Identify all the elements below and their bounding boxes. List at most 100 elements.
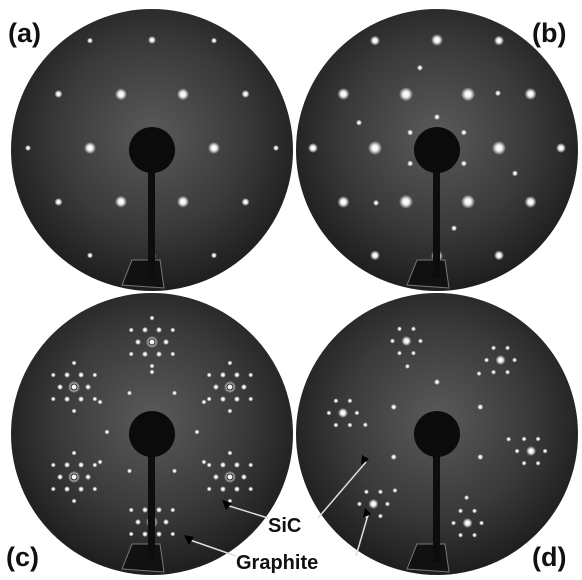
spot xyxy=(364,489,369,494)
spot xyxy=(57,474,63,480)
spot xyxy=(338,408,348,418)
spot xyxy=(68,381,80,393)
spot xyxy=(98,460,103,465)
spot xyxy=(213,474,219,480)
spot xyxy=(170,328,175,333)
spot xyxy=(417,65,423,71)
spot xyxy=(234,462,240,468)
spot xyxy=(407,130,413,136)
spot xyxy=(495,90,501,96)
spot xyxy=(411,351,416,356)
spot xyxy=(491,345,496,350)
spot xyxy=(390,338,395,343)
spot xyxy=(156,327,162,333)
spot xyxy=(472,508,477,513)
spot xyxy=(248,487,253,492)
spot xyxy=(461,87,475,101)
spot xyxy=(506,437,511,442)
spot xyxy=(368,499,378,509)
spot xyxy=(411,326,416,331)
spot xyxy=(451,225,457,231)
panels xyxy=(11,9,578,575)
spot xyxy=(458,508,463,513)
spot xyxy=(434,114,440,120)
spot xyxy=(354,410,359,415)
spot xyxy=(98,400,103,405)
spot xyxy=(472,533,477,538)
spot xyxy=(208,142,220,154)
spot xyxy=(150,364,155,369)
spot xyxy=(127,468,132,473)
spot xyxy=(399,195,413,209)
panel-label: (a) xyxy=(8,18,41,48)
spot xyxy=(248,373,253,378)
spot xyxy=(78,396,84,402)
spot xyxy=(207,463,212,468)
spot xyxy=(85,474,91,480)
spot xyxy=(170,352,175,357)
spot xyxy=(54,90,62,98)
spot xyxy=(370,36,380,46)
spot xyxy=(64,372,70,378)
spot xyxy=(248,463,253,468)
spot xyxy=(207,397,212,402)
spot xyxy=(241,384,247,390)
spot xyxy=(525,88,537,100)
spot xyxy=(25,145,31,151)
spot xyxy=(51,487,56,492)
spot xyxy=(556,143,566,153)
spot xyxy=(57,384,63,390)
spot xyxy=(220,372,226,378)
spot xyxy=(397,326,402,331)
spot xyxy=(451,521,456,526)
spot xyxy=(163,519,169,525)
spot xyxy=(492,141,506,155)
spot xyxy=(135,339,141,345)
spot xyxy=(213,384,219,390)
spot xyxy=(72,361,77,366)
spot xyxy=(170,532,175,537)
spot xyxy=(273,145,279,151)
spot xyxy=(172,468,177,473)
spot xyxy=(220,486,226,492)
spot xyxy=(337,88,349,100)
spot xyxy=(68,471,80,483)
spot xyxy=(78,462,84,468)
leed-pattern xyxy=(11,9,293,291)
spot xyxy=(92,487,97,492)
panel-label: (c) xyxy=(6,542,39,572)
spot xyxy=(72,451,77,456)
spot xyxy=(224,471,236,483)
spot xyxy=(72,409,77,414)
spot xyxy=(92,373,97,378)
spot xyxy=(512,170,518,176)
spot xyxy=(496,355,506,365)
spot xyxy=(491,370,496,375)
spot xyxy=(333,398,338,403)
spot xyxy=(142,507,148,513)
spot xyxy=(505,370,510,375)
leed-pattern xyxy=(11,293,293,575)
spot xyxy=(148,36,156,44)
spot xyxy=(224,381,236,393)
spot xyxy=(512,358,517,363)
spot xyxy=(84,142,96,154)
spot xyxy=(463,518,473,528)
electron-gun xyxy=(129,127,175,173)
spot xyxy=(378,489,383,494)
spot xyxy=(207,487,212,492)
spot xyxy=(308,143,318,153)
spot xyxy=(87,252,93,258)
leed-pattern xyxy=(296,293,578,575)
spot xyxy=(170,508,175,513)
spot xyxy=(220,396,226,402)
spot xyxy=(142,351,148,357)
spot xyxy=(378,514,383,519)
spot xyxy=(392,488,397,493)
electron-gun xyxy=(129,411,175,457)
spot xyxy=(347,398,352,403)
spot xyxy=(494,36,504,46)
spot xyxy=(172,391,177,396)
spot xyxy=(242,198,250,206)
spot xyxy=(64,396,70,402)
